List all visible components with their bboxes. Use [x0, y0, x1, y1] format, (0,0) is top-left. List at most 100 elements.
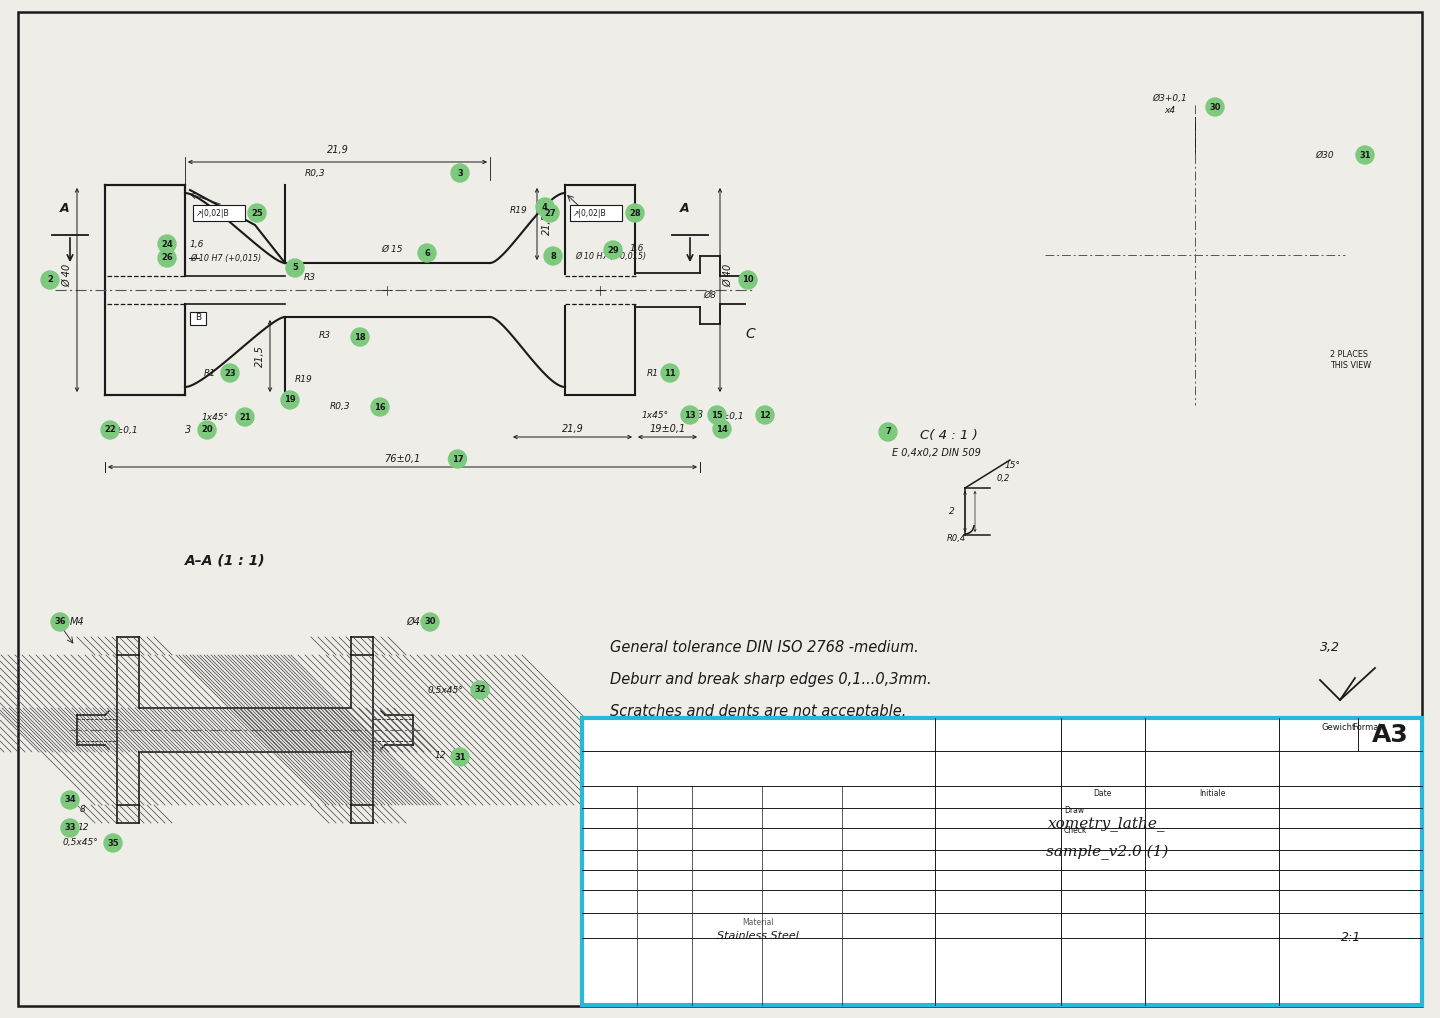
Circle shape	[420, 613, 439, 631]
Bar	[190, 312, 206, 325]
Text: A3: A3	[1371, 723, 1408, 746]
Text: 26: 26	[161, 253, 173, 263]
Bar	[351, 655, 373, 805]
Text: R3: R3	[304, 274, 315, 283]
Text: sample_v2.0 (1): sample_v2.0 (1)	[1045, 844, 1168, 859]
Text: R1: R1	[647, 369, 660, 378]
Text: 6: 6	[423, 248, 431, 258]
Text: ↗|0,02|B: ↗|0,02|B	[573, 209, 606, 218]
Text: R0,3: R0,3	[330, 402, 350, 411]
Circle shape	[101, 421, 120, 439]
Text: Initiale: Initiale	[1200, 789, 1225, 798]
Text: 11: 11	[664, 369, 675, 378]
Text: A–A (1 : 1): A–A (1 : 1)	[184, 553, 265, 567]
Circle shape	[287, 259, 304, 277]
Bar	[351, 637, 373, 655]
Text: C( 4 : 1 ): C( 4 : 1 )	[920, 429, 978, 442]
Text: R0,3: R0,3	[305, 169, 325, 177]
Text: 18: 18	[354, 333, 366, 341]
Text: Deburr and break sharp edges 0,1...0,3mm.: Deburr and break sharp edges 0,1...0,3mm…	[611, 672, 932, 687]
Circle shape	[739, 271, 757, 289]
Text: Check: Check	[1064, 826, 1087, 835]
Text: 0,2: 0,2	[996, 473, 1011, 483]
Text: 30: 30	[1210, 103, 1221, 112]
Circle shape	[418, 244, 436, 262]
Circle shape	[158, 235, 176, 253]
Text: 28: 28	[629, 209, 641, 218]
Text: Ø 40: Ø 40	[62, 264, 72, 287]
Circle shape	[60, 791, 79, 809]
Text: 3: 3	[184, 425, 192, 435]
Text: 36: 36	[55, 618, 66, 626]
Text: 8: 8	[81, 805, 86, 814]
Text: 0,5x45°: 0,5x45°	[428, 685, 462, 694]
Text: 4: 4	[541, 203, 549, 212]
Text: 31: 31	[1359, 151, 1371, 160]
Text: 2: 2	[949, 508, 955, 516]
Text: 21,5: 21,5	[255, 345, 265, 366]
Circle shape	[544, 247, 562, 265]
Bar	[117, 805, 140, 823]
Text: 14: 14	[716, 425, 727, 434]
Text: 25: 25	[251, 209, 264, 218]
Text: Stainless Steel: Stainless Steel	[717, 931, 799, 941]
Text: Date: Date	[1093, 789, 1112, 798]
Text: 1x45°: 1x45°	[641, 410, 668, 419]
Text: 16: 16	[374, 402, 386, 411]
Bar	[582, 718, 1423, 1005]
Text: R1: R1	[204, 369, 216, 378]
Circle shape	[1207, 98, 1224, 116]
Bar	[140, 708, 351, 752]
Text: 3: 3	[697, 410, 703, 420]
Circle shape	[681, 406, 698, 425]
Circle shape	[541, 204, 559, 222]
Text: 17: 17	[452, 454, 464, 463]
Text: 15: 15	[711, 410, 723, 419]
Text: R19: R19	[295, 376, 312, 385]
Circle shape	[40, 271, 59, 289]
Text: Ø 40: Ø 40	[723, 264, 733, 287]
Text: 5: 5	[292, 264, 298, 273]
Text: 2:1: 2:1	[1341, 931, 1361, 944]
Circle shape	[661, 364, 680, 382]
Text: Scratches and dents are not acceptable.: Scratches and dents are not acceptable.	[611, 704, 906, 719]
Text: Material: Material	[743, 918, 775, 927]
Circle shape	[603, 241, 622, 259]
Text: 30: 30	[425, 618, 436, 626]
Text: 20: 20	[202, 426, 213, 435]
Text: 2: 2	[48, 276, 53, 284]
Text: 10: 10	[742, 276, 753, 284]
Circle shape	[708, 406, 726, 425]
Circle shape	[158, 249, 176, 267]
Circle shape	[451, 748, 469, 766]
Text: 7: 7	[886, 428, 891, 437]
Text: 2 PLACES
THIS VIEW: 2 PLACES THIS VIEW	[1331, 349, 1371, 371]
Text: 3,2: 3,2	[1320, 641, 1341, 655]
Circle shape	[199, 421, 216, 439]
Text: Ø 10 H7 (+0,015): Ø 10 H7 (+0,015)	[575, 251, 647, 261]
Text: 21,9: 21,9	[327, 145, 348, 155]
Circle shape	[448, 450, 467, 468]
Bar	[193, 205, 245, 221]
Text: R0,4: R0,4	[948, 533, 966, 543]
Circle shape	[536, 197, 554, 216]
Circle shape	[878, 423, 897, 441]
Bar	[351, 805, 373, 823]
Bar	[570, 205, 622, 221]
Text: 1,6: 1,6	[631, 243, 644, 252]
Text: 1x45°: 1x45°	[202, 412, 229, 421]
Circle shape	[248, 204, 266, 222]
Circle shape	[281, 391, 300, 409]
Circle shape	[372, 398, 389, 416]
Text: 21,5: 21,5	[541, 213, 552, 235]
Circle shape	[471, 681, 490, 699]
Text: 3: 3	[456, 169, 462, 177]
Text: Ø 15: Ø 15	[382, 244, 403, 253]
Text: 7±0,1: 7±0,1	[716, 412, 744, 421]
Text: 13: 13	[684, 410, 696, 419]
Text: Ø 10 H7 (+0,015): Ø 10 H7 (+0,015)	[190, 253, 261, 263]
Text: Ø4: Ø4	[406, 617, 420, 627]
Text: 12: 12	[759, 410, 770, 419]
Circle shape	[50, 613, 69, 631]
Circle shape	[236, 408, 253, 426]
